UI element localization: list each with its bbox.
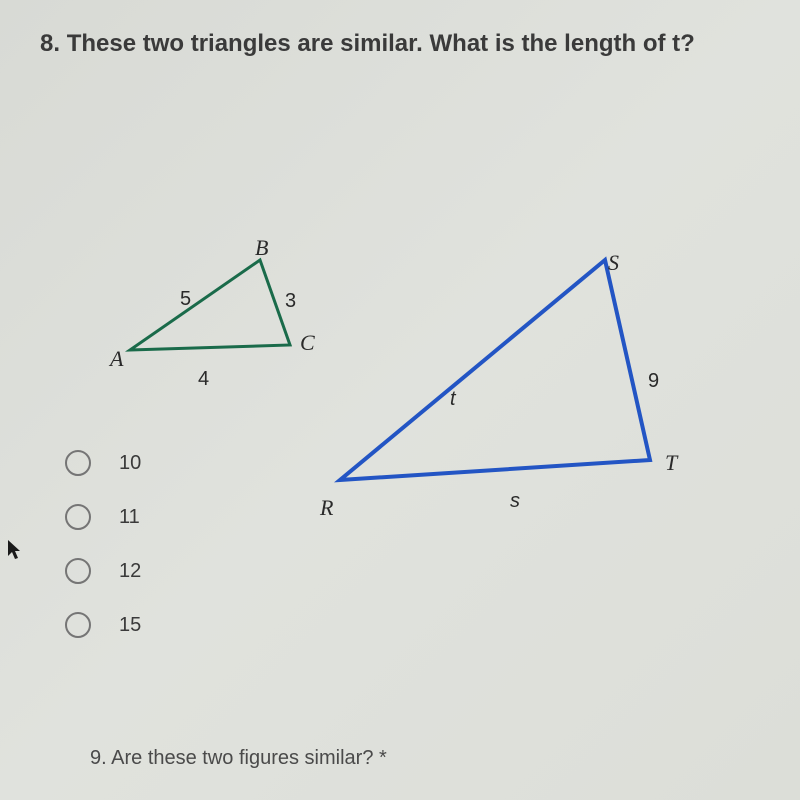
option-label: 15 — [119, 614, 141, 637]
option-label: 10 — [119, 452, 141, 475]
triangle-abc — [130, 260, 290, 350]
triangle-rst — [340, 260, 650, 480]
radio-button[interactable] — [65, 612, 91, 638]
option-label: 12 — [119, 560, 141, 583]
option-row[interactable]: 11 — [65, 504, 141, 530]
cursor-icon — [8, 540, 24, 568]
side-bc: 3 — [285, 290, 296, 313]
vertex-b: B — [255, 235, 268, 261]
radio-button[interactable] — [65, 558, 91, 584]
answer-options: 10 11 12 15 — [65, 450, 141, 666]
side-rs: t — [450, 388, 456, 411]
radio-button[interactable] — [65, 450, 91, 476]
vertex-a: A — [110, 346, 123, 372]
option-row[interactable]: 12 — [65, 558, 141, 584]
option-label: 11 — [119, 506, 140, 529]
option-row[interactable]: 10 — [65, 450, 141, 476]
question-number: 8. — [40, 30, 60, 57]
diagram-area: A B C 5 3 4 R S T t 9 s — [0, 100, 800, 420]
side-ab: 5 — [180, 288, 191, 311]
side-ac: 4 — [198, 368, 209, 391]
vertex-s: S — [608, 250, 619, 276]
next-question-text: 9. Are these two figures similar? * — [90, 747, 387, 770]
option-row[interactable]: 15 — [65, 612, 141, 638]
question-text: 8. These two triangles are similar. What… — [40, 30, 695, 58]
side-st: 9 — [648, 370, 659, 393]
radio-button[interactable] — [65, 504, 91, 530]
vertex-c: C — [300, 330, 315, 356]
vertex-t: T — [665, 450, 677, 476]
question-body: These two triangles are similar. What is… — [67, 30, 695, 57]
side-rt: s — [510, 490, 520, 513]
vertex-r: R — [320, 495, 333, 521]
